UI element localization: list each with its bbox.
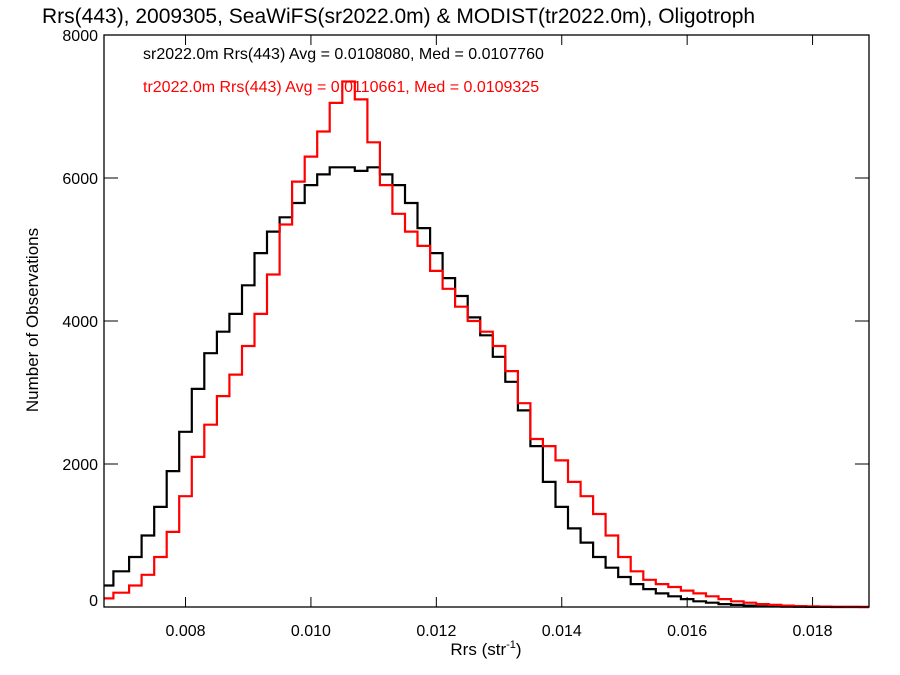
series-sr2022.0m bbox=[104, 166, 869, 609]
plot-frame bbox=[103, 34, 870, 608]
y-axis: 0 2000 4000 6000 8000 bbox=[62, 28, 869, 610]
x-axis-label: Rrs (str-1) bbox=[450, 639, 521, 659]
x-tick-label: 0.010 bbox=[291, 623, 331, 640]
x-axis-label-main: Rrs (str bbox=[450, 640, 506, 659]
annotation-sr2022: sr2022.0m Rrs(443) Avg = 0.0108080, Med … bbox=[143, 46, 544, 63]
x-tick-label: 0.012 bbox=[416, 623, 456, 640]
chart-title: Rrs(443), 2009305, SeaWiFS(sr2022.0m) & … bbox=[42, 5, 755, 28]
y-tick-label: 0 bbox=[89, 593, 98, 610]
series-layer bbox=[104, 80, 869, 609]
series-tr2022.0m bbox=[104, 80, 869, 609]
y-tick-label: 2000 bbox=[62, 457, 98, 474]
x-axis-label-sup: -1 bbox=[506, 639, 516, 651]
x-tick-label: 0.018 bbox=[793, 623, 833, 640]
y-tick-label: 8000 bbox=[62, 28, 98, 45]
y-tick-label: 4000 bbox=[62, 314, 98, 331]
y-tick-label: 6000 bbox=[62, 171, 98, 188]
x-tick-label: 0.008 bbox=[165, 623, 205, 640]
x-tick-label: 0.016 bbox=[667, 623, 707, 640]
y-axis-label: Number of Observations bbox=[23, 228, 42, 412]
x-tick-label: 0.014 bbox=[542, 623, 582, 640]
x-axis: 0.008 0.010 0.012 0.014 0.016 0.018 bbox=[165, 35, 833, 640]
annotation-tr2022: tr2022.0m Rrs(443) Avg = 0.0110661, Med … bbox=[143, 79, 539, 96]
x-axis-label-tail: ) bbox=[516, 640, 522, 659]
